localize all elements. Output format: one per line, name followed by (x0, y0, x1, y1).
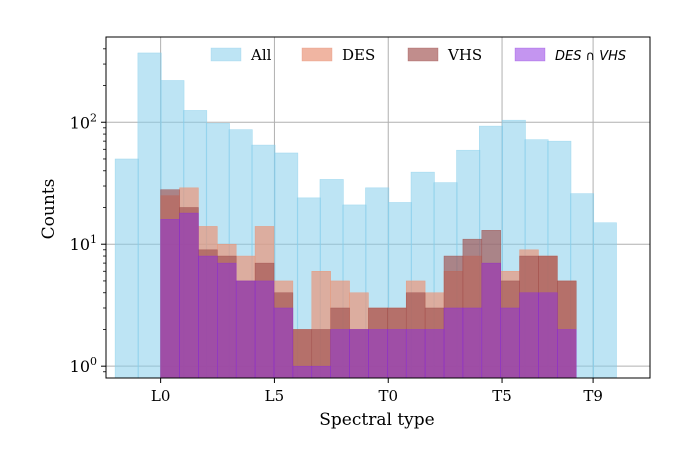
bar (330, 329, 350, 379)
bar (538, 292, 558, 379)
bar (424, 329, 445, 379)
bar (179, 212, 199, 379)
legend-swatch (514, 47, 546, 62)
x-tick-label: L0 (151, 387, 171, 405)
legend-item-3: DES ∩ VHS (514, 47, 626, 64)
bar (198, 255, 218, 379)
bar (114, 158, 139, 379)
x-tick-label: T5 (492, 387, 512, 405)
legend-swatch (210, 47, 242, 62)
bar (137, 52, 162, 379)
bar (273, 307, 294, 379)
y-tick-label: 101 (70, 233, 97, 254)
bar (254, 280, 275, 379)
bar (292, 365, 313, 379)
histogram-bars (114, 52, 617, 379)
x-tick-label: L5 (265, 387, 285, 405)
y-tick-label: 102 (70, 111, 97, 132)
legend-label: VHS (447, 46, 482, 64)
bar (368, 329, 388, 379)
bar (443, 307, 464, 379)
bar (481, 262, 501, 379)
legend-item-2: VHS (407, 46, 482, 64)
bar (557, 329, 577, 379)
legend-swatch (301, 47, 333, 62)
bar (500, 307, 520, 379)
axes: L0 L5 T0 T5 T9 100 101 102 (70, 36, 651, 405)
bar (235, 280, 256, 379)
x-tick-label: T9 (583, 387, 603, 405)
legend-item-1: DES (301, 46, 375, 64)
x-axis-label: Spectral type (319, 410, 434, 430)
bar (160, 219, 180, 379)
bar (592, 222, 617, 379)
x-tick-label: T0 (378, 387, 398, 405)
y-axis-label: Counts (39, 179, 59, 240)
legend-label: DES (342, 46, 375, 64)
legend-item-0: All (210, 46, 272, 64)
bar (462, 307, 483, 379)
bar (217, 262, 237, 379)
series-3 (160, 212, 577, 379)
legend-label: DES ∩ VHS (555, 49, 626, 64)
bar (405, 329, 426, 379)
bar (519, 292, 539, 379)
bar (349, 329, 369, 379)
y-tick-label: 100 (70, 355, 97, 376)
legend-label: All (250, 46, 272, 64)
legend-swatch (407, 47, 439, 62)
bar (387, 329, 407, 379)
legend: All DES VHS DES ∩ VHS (210, 46, 626, 64)
bar (311, 365, 331, 379)
